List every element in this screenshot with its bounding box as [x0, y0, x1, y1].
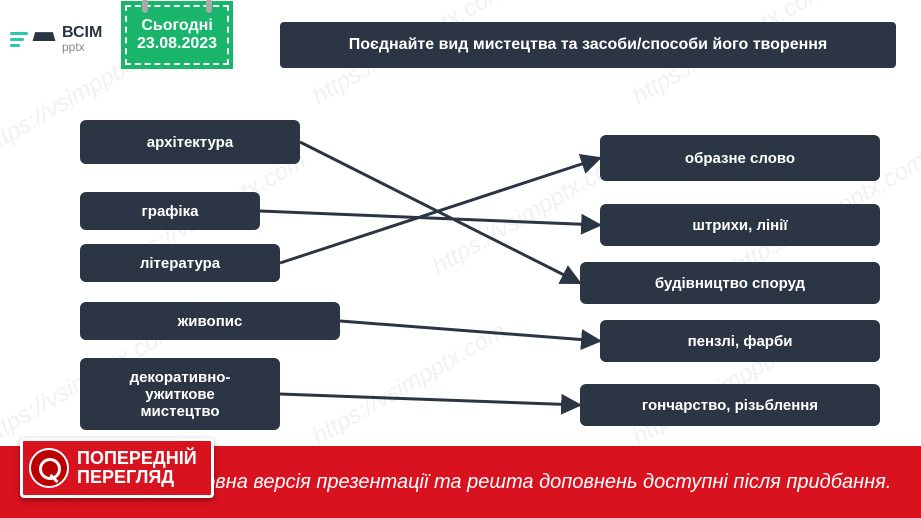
- left-node-arch[interactable]: архітектура: [80, 120, 300, 164]
- edge: [340, 321, 600, 341]
- left-node-graf[interactable]: графіка: [80, 192, 260, 230]
- footer-text: Повна версія презентації та решта доповн…: [190, 471, 892, 494]
- left-node-lit[interactable]: література: [80, 244, 280, 282]
- logo-bars-icon: [10, 29, 28, 50]
- slide-title: Поєднайте вид мистецтва та засоби/способ…: [280, 22, 896, 68]
- right-node-brush[interactable]: пензлі, фарби: [600, 320, 880, 362]
- edge: [260, 211, 600, 225]
- right-node-build[interactable]: будівництво споруд: [580, 262, 880, 304]
- left-node-dec[interactable]: декоративно- ужиткове мистецтво: [80, 358, 280, 430]
- date-badge: Сьогодні 23.08.2023: [125, 5, 229, 65]
- date-label: Сьогодні: [137, 17, 217, 35]
- logo-text-top: ВСІМ: [62, 25, 102, 41]
- left-node-paint[interactable]: живопис: [80, 302, 340, 340]
- logo-text: ВСІМ pptx: [62, 25, 102, 53]
- preview-line2: ПЕРЕГЛЯД: [77, 468, 197, 487]
- right-node-word[interactable]: образне слово: [600, 135, 880, 181]
- date-value: 23.08.2023: [137, 35, 217, 53]
- edge: [300, 142, 580, 283]
- logo-text-bottom: pptx: [62, 41, 102, 53]
- preview-line1: ПОПЕРЕДНІЙ: [77, 449, 197, 468]
- right-node-lines[interactable]: штрихи, лінії: [600, 204, 880, 246]
- edge: [280, 394, 580, 405]
- logo: ВСІМ pptx: [10, 25, 102, 53]
- graduation-cap-icon: [32, 31, 56, 47]
- edge: [280, 158, 600, 263]
- slide: https://vsimpptx.comhttps://vsimpptx.com…: [0, 0, 921, 518]
- right-node-pot[interactable]: гончарство, різьблення: [580, 384, 880, 426]
- magnifier-icon: [29, 448, 69, 488]
- preview-badge: ПОПЕРЕДНІЙ ПЕРЕГЛЯД: [20, 438, 214, 498]
